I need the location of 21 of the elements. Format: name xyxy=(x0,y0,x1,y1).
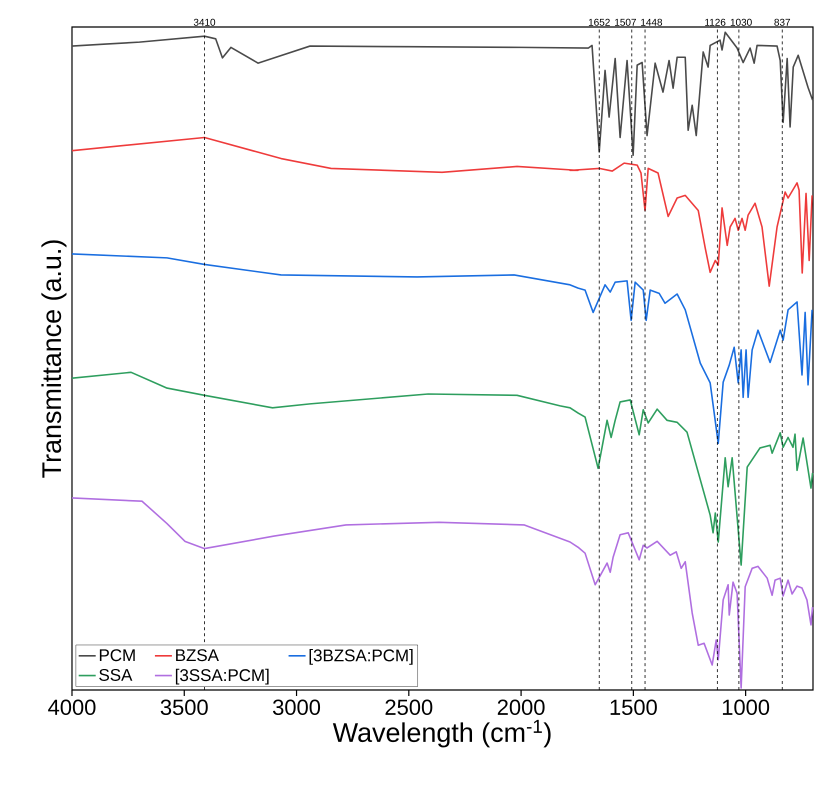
legend-label: BZSA xyxy=(176,649,219,662)
ref-line-label: 1652 xyxy=(588,18,610,26)
ref-line-label: 3410 xyxy=(194,18,216,26)
x-tick-label: 1500 xyxy=(610,700,657,716)
ref-line-label: 1448 xyxy=(641,18,662,26)
ref-line-label: 837 xyxy=(774,18,790,26)
ref-line-label: 1507 xyxy=(615,18,636,26)
legend-label: PCM xyxy=(100,649,135,662)
x-tick-label: 4000 xyxy=(48,700,96,716)
x-tick-label: 2500 xyxy=(386,700,432,716)
ref-line-label: 1126 xyxy=(705,18,726,26)
legend-label: [3SSA:PCM] xyxy=(176,668,269,685)
x-axis-title: Wavelength (cm$^{-1}$) xyxy=(332,720,551,748)
x-tick-label: 3000 xyxy=(272,700,320,716)
y-axis-title: Transmittance (a.u.) xyxy=(41,240,66,478)
x-tick-label: 3500 xyxy=(160,700,208,716)
legend-label: [3BZSA:PCM] xyxy=(310,648,413,665)
ref-line-label: 1030 xyxy=(730,18,752,26)
x-tick-label: 2000 xyxy=(498,700,545,716)
x-tick-label: 1000 xyxy=(722,700,770,716)
legend-label: SSA xyxy=(99,668,132,681)
